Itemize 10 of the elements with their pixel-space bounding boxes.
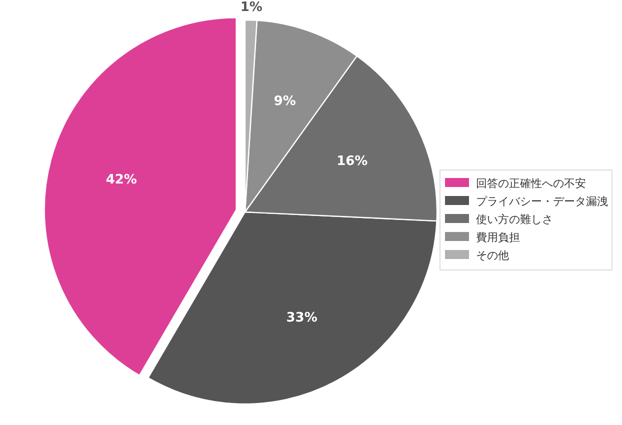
data-label: 33% (286, 310, 318, 326)
legend-label: 使い方の難しさ (476, 213, 553, 226)
data-label: 1% (240, 0, 262, 16)
data-label: 16% (336, 154, 368, 170)
legend-label: 回答の正確性への不安 (476, 177, 586, 190)
data-label: 42% (106, 172, 137, 188)
data-label: 9% (274, 94, 296, 109)
legend-label: 費用負担 (476, 231, 520, 244)
legend-label: その他 (476, 249, 509, 262)
legend-label: プライバシー・データ漏洩 (476, 195, 608, 208)
